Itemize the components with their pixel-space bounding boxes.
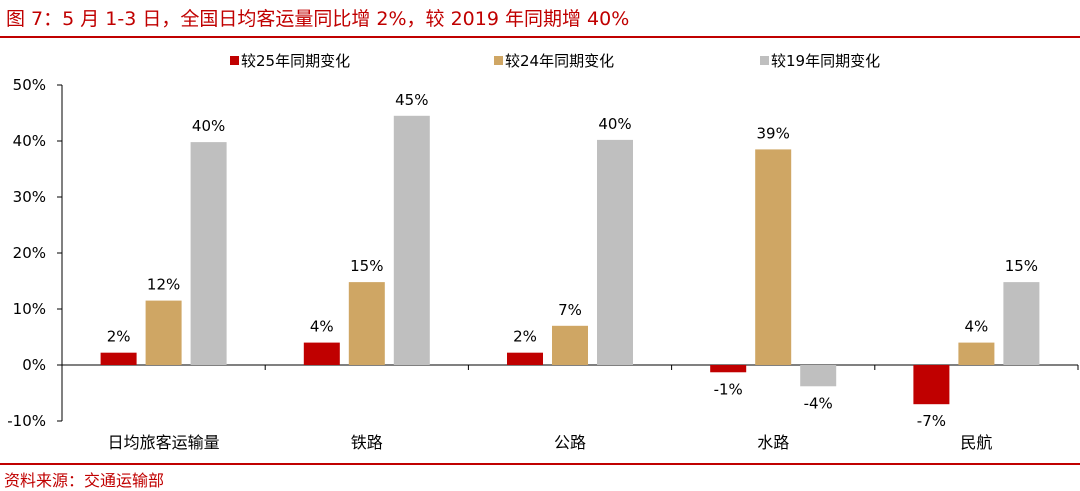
data-label: 4%: [965, 318, 989, 336]
legend-swatch: [230, 56, 239, 65]
source-note: 资料来源：交通运输部: [4, 471, 165, 490]
bar: [958, 342, 995, 365]
x-category-label: 铁路: [351, 433, 383, 452]
bar: [190, 142, 227, 365]
data-label: 15%: [1005, 257, 1038, 275]
bar: [1003, 282, 1040, 365]
bar: [552, 325, 588, 365]
data-label: 40%: [192, 117, 225, 135]
bar: [710, 365, 747, 373]
bar: [507, 352, 543, 365]
data-label: 15%: [350, 257, 383, 275]
bar-chart: -10% 0% 10% 20% 30% 40% 50% 2% 12% 40% 日均旅客运输量 4% 15…: [7, 52, 1079, 452]
data-label: 45%: [395, 91, 428, 109]
data-label: 40%: [598, 115, 631, 133]
data-label: -1%: [714, 380, 743, 398]
title-divider: [0, 36, 1080, 38]
data-label: -7%: [917, 412, 946, 430]
x-category-label: 民航: [960, 433, 992, 452]
x-category-label: 公路: [554, 433, 586, 452]
y-tick-label: 0%: [22, 356, 46, 374]
data-label: 7%: [558, 301, 582, 319]
legend-label: 较25年同期变化: [241, 52, 350, 70]
bar: [755, 149, 792, 365]
legend-label: 较19年同期变化: [771, 52, 880, 70]
data-label: 12%: [147, 276, 180, 294]
x-category-label: 水路: [757, 433, 789, 452]
y-tick-label: 40%: [13, 132, 46, 150]
data-label: 39%: [757, 124, 790, 142]
legend-label: 较24年同期变化: [505, 52, 614, 70]
legend-swatch: [760, 56, 769, 65]
bar: [393, 115, 430, 365]
y-tick-label: 10%: [13, 300, 46, 318]
data-label: 2%: [107, 328, 131, 346]
bar: [145, 300, 182, 365]
data-label: 2%: [513, 328, 537, 346]
y-tick-label: 30%: [13, 188, 46, 206]
y-tick-label: 50%: [13, 76, 46, 94]
bar: [800, 365, 837, 387]
bar: [348, 282, 385, 365]
data-label: 4%: [310, 318, 334, 336]
footer-divider: [0, 463, 1080, 465]
chart-title: 图 7：5 月 1-3 日，全国日均客运量同比增 2%，较 2019 年同期增 …: [6, 8, 630, 30]
x-category-label: 日均旅客运输量: [108, 433, 220, 452]
y-tick-label: -10%: [7, 412, 46, 430]
bar: [913, 365, 950, 405]
legend-swatch: [494, 56, 503, 65]
bar: [597, 139, 633, 365]
y-tick-label: 20%: [13, 244, 46, 262]
bar: [100, 352, 137, 365]
bar: [303, 342, 340, 365]
data-label: -4%: [804, 394, 833, 412]
